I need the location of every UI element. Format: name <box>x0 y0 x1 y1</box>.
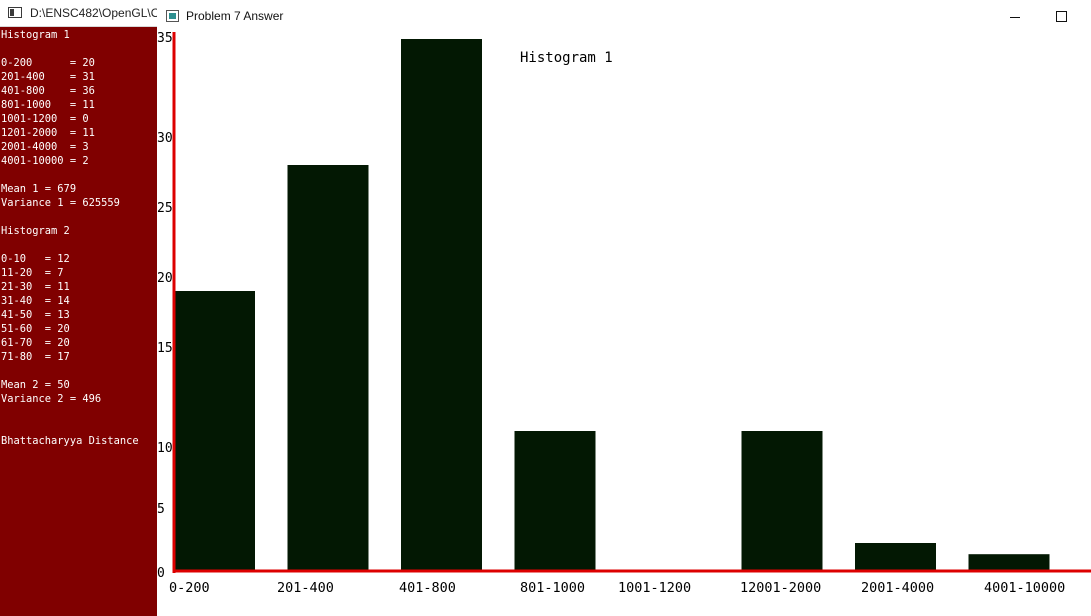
console-line: Mean 2 = 50 <box>1 379 70 391</box>
console-line: 0-200 = 20 <box>1 57 95 69</box>
console-line: 401-800 = 36 <box>1 85 95 97</box>
console-line: 71-80 = 17 <box>1 351 70 363</box>
console-titlebar[interactable]: D:\ENSC482\OpenGL\O <box>0 0 157 27</box>
console-line <box>1 210 157 224</box>
console-line: Mean 1 = 679 <box>1 183 77 195</box>
console-output: Histogram 1 0-200 = 20 201-400 = 31 401-800… <box>1 28 157 448</box>
console-line: 1001-1200 = 0 <box>1 113 89 125</box>
console-line: 31-40 = 14 <box>1 295 70 307</box>
window-title: Problem 7 Answer <box>186 9 284 23</box>
console-line: Variance 1 = 625559 <box>1 197 120 209</box>
console-line: 201-400 = 31 <box>1 71 95 83</box>
y-tick-label: 0 <box>157 566 165 581</box>
window-app-icon <box>166 10 179 22</box>
histogram-bar <box>514 431 596 571</box>
console-line: 1201-2000 = 11 <box>1 127 95 139</box>
x-category-label: 201-400 <box>277 580 334 596</box>
console-line: 51-60 = 20 <box>1 323 70 335</box>
minimize-button[interactable] <box>995 2 1035 30</box>
console-line: Histogram 2 <box>1 225 70 237</box>
histogram-bar <box>401 39 482 571</box>
x-category-label: 4001-10000 <box>984 580 1065 596</box>
x-category-label: 0-200 <box>169 580 210 596</box>
console-line <box>1 420 157 434</box>
chart-title: Histogram 1 <box>520 50 613 66</box>
y-tick-label: 10 <box>157 441 173 456</box>
console-icon <box>8 7 22 18</box>
y-tick-label: 5 <box>157 502 165 517</box>
console-line: Variance 2 = 496 <box>1 393 102 405</box>
x-category-label: 401-800 <box>399 580 456 596</box>
console-line: 801-1000 = 11 <box>1 99 95 111</box>
console-line: 21-30 = 11 <box>1 281 70 293</box>
console-line: Histogram 1 <box>1 29 70 41</box>
x-category-label: 2001-4000 <box>861 580 934 596</box>
y-tick-label: 35 <box>157 31 173 46</box>
y-tick-label: 25 <box>157 201 173 216</box>
console-line: 61-70 = 20 <box>1 337 70 349</box>
histogram-bar <box>855 543 936 571</box>
x-category-label: 1001-1200 <box>618 580 691 596</box>
histogram-chart: 35 30 25 20 15 10 5 0 0-200 201-400 401-800 801-100… <box>157 31 1091 596</box>
console-line <box>1 42 157 56</box>
console-line: Bhattacharyya Distance <box>1 435 139 447</box>
histogram-bar <box>174 291 255 571</box>
y-tick-label: 15 <box>157 341 173 356</box>
histogram-bar <box>287 165 369 571</box>
y-tick-label: 20 <box>157 271 173 286</box>
console-line <box>1 168 157 182</box>
console-line <box>1 238 157 252</box>
console-title: D:\ENSC482\OpenGL\O <box>30 6 157 20</box>
y-tick-label: 30 <box>157 131 173 146</box>
console-line <box>1 406 157 420</box>
console-line: 11-20 = 7 <box>1 267 64 279</box>
console-line: 41-50 = 13 <box>1 309 70 321</box>
histogram-bar <box>741 431 823 571</box>
console-line: 0-10 = 12 <box>1 253 70 265</box>
console-line: 4001-10000 = 2 <box>1 155 89 167</box>
x-category-label: 801-1000 <box>520 580 585 596</box>
maximize-button[interactable] <box>1041 2 1081 30</box>
gl-titlebar[interactable]: Problem 7 Answer <box>157 0 1091 31</box>
histogram-bar <box>968 554 1050 571</box>
console-window: D:\ENSC482\OpenGL\O Histogram 1 0-200 = 2… <box>0 0 157 616</box>
gl-window: Problem 7 Answer 35 30 25 20 15 10 5 0 0-200 201-… <box>157 0 1091 616</box>
console-line <box>1 364 157 378</box>
console-line: 2001-4000 = 3 <box>1 141 89 153</box>
x-category-label: 12001-2000 <box>740 580 821 596</box>
